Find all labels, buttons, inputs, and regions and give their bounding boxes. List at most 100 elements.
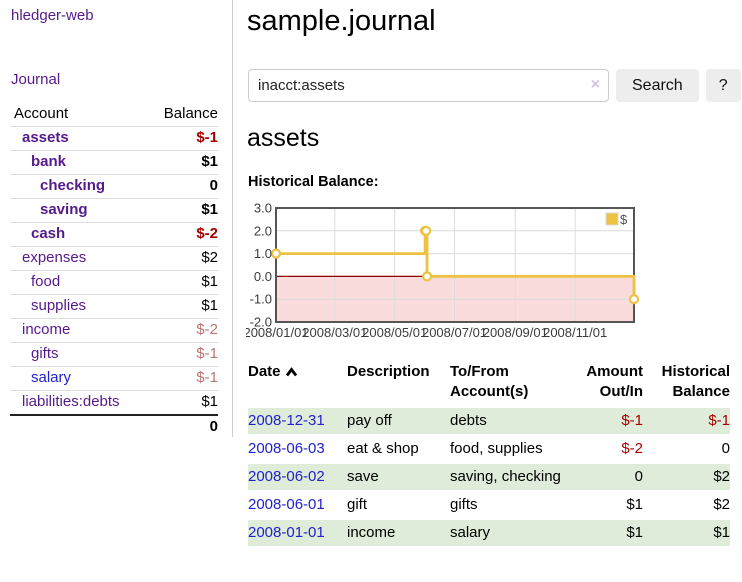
col-historical-line2: Balance <box>672 383 730 400</box>
transaction-balance: $2 <box>643 491 730 520</box>
transaction-date-cell: 2008-01-01 <box>248 519 347 548</box>
col-date-label: Date <box>248 363 281 380</box>
col-historical: Historical Balance <box>643 360 730 408</box>
account-balance: $-1 <box>149 342 218 367</box>
sort-ascending-icon <box>285 363 298 383</box>
col-tofrom-line2: Account(s) <box>450 383 529 400</box>
account-link[interactable]: food <box>31 273 61 290</box>
transaction-date-cell: 2008-06-02 <box>248 463 347 492</box>
col-amount-line1: Amount <box>586 363 643 380</box>
account-link[interactable]: supplies <box>31 297 87 314</box>
transaction-row: 2008-12-31 pay off debts $-1 $-1 <box>248 408 730 436</box>
legend-label: $ <box>620 212 628 227</box>
account-link[interactable]: gifts <box>31 345 59 362</box>
account-row: gifts $-1 <box>10 342 218 367</box>
account-link[interactable]: bank <box>31 153 67 170</box>
account-row: salary $-1 <box>10 366 218 391</box>
account-balance: 0 <box>149 174 218 199</box>
account-name-cell: food <box>10 270 150 295</box>
accounts-total-value: 0 <box>149 414 218 439</box>
account-balance: $-1 <box>149 366 218 391</box>
account-balance: $2 <box>149 246 218 271</box>
transaction-description: income <box>347 519 450 548</box>
transaction-balance: $1 <box>643 519 730 548</box>
account-name-cell: income <box>10 318 150 343</box>
x-axis-tick-label: 2008/07/01 <box>422 325 487 340</box>
account-balance: $1 <box>149 270 218 295</box>
y-axis-tick-label: -1.0 <box>250 292 272 307</box>
account-link[interactable]: income <box>22 321 71 338</box>
register-header-row: Date Description To/From Account(s) Amoun… <box>248 360 730 408</box>
transaction-date-link[interactable]: 2008-01-01 <box>248 524 325 541</box>
transaction-description: save <box>347 463 450 492</box>
account-link[interactable]: expenses <box>22 249 87 266</box>
transaction-description: eat & shop <box>347 435 450 464</box>
sidebar-item-journal[interactable]: Journal <box>11 71 61 88</box>
historical-balance-chart: 3.0 2.0 1.0 0.0 -1.0 -2.02008/01/012008/03/01… <box>246 201 640 340</box>
col-amount: Amount Out/In <box>562 360 643 408</box>
search-button[interactable]: Search <box>616 69 699 102</box>
x-axis-tick-label: 2008/01/01 <box>246 325 309 340</box>
account-row: supplies $1 <box>10 294 218 319</box>
accounts-header-account: Account <box>10 103 150 127</box>
sidebar: hledger-web Journal Account Balance asse… <box>0 0 233 439</box>
transaction-date-link[interactable]: 2008-06-03 <box>248 440 325 457</box>
transaction-date-link[interactable]: 2008-06-01 <box>248 496 325 513</box>
col-amount-line2: Out/In <box>599 383 643 400</box>
account-name-cell: cash <box>10 222 150 247</box>
search-bar: × Search ? <box>248 69 741 102</box>
account-name-cell: liabilities:debts <box>10 390 150 416</box>
page-title: sample.journal <box>247 5 436 37</box>
x-axis-tick-label: 2008/11/01 <box>543 325 607 340</box>
account-balance: $-2 <box>149 222 218 247</box>
transaction-accounts: gifts <box>450 491 562 520</box>
transaction-amount: $1 <box>562 491 643 520</box>
account-balance: $1 <box>149 390 218 416</box>
transaction-date-cell: 2008-06-03 <box>248 435 347 464</box>
account-link[interactable]: salary <box>31 369 72 386</box>
account-row: assets $-1 <box>10 126 218 151</box>
account-row: liabilities:debts $1 <box>10 390 218 416</box>
transaction-balance: 0 <box>643 435 730 464</box>
account-link[interactable]: liabilities:debts <box>22 393 120 410</box>
transaction-accounts: salary <box>450 519 562 548</box>
account-name-cell: bank <box>10 150 150 175</box>
brand-link[interactable]: hledger-web <box>11 7 94 24</box>
transaction-row: 2008-01-01 income salary $1 $1 <box>248 519 730 548</box>
account-link[interactable]: checking <box>40 177 106 194</box>
transaction-date-link[interactable]: 2008-12-31 <box>248 412 325 429</box>
transaction-description: pay off <box>347 408 450 436</box>
transaction-amount: 0 <box>562 463 643 492</box>
col-historical-line1: Historical <box>661 363 730 380</box>
y-axis-tick-label: 3.0 <box>254 201 272 216</box>
account-balance: $1 <box>149 150 218 175</box>
y-axis-tick-label: 1.0 <box>254 246 272 261</box>
account-row: food $1 <box>10 270 218 295</box>
transaction-date-link[interactable]: 2008-06-02 <box>248 468 325 485</box>
transaction-balance: $-1 <box>643 408 730 436</box>
x-axis-tick-label: 2008/05/01 <box>362 325 427 340</box>
transaction-amount: $-1 <box>562 408 643 436</box>
transaction-accounts: saving, checking <box>450 463 562 492</box>
transaction-date-cell: 2008-12-31 <box>248 408 347 436</box>
account-link[interactable]: cash <box>31 225 66 242</box>
col-date-sort[interactable]: Date <box>248 360 347 408</box>
help-button[interactable]: ? <box>705 69 741 102</box>
account-link[interactable]: saving <box>40 201 88 218</box>
accounts-table: Account Balance assets $-1 bank $1 checking 0… <box>10 103 218 439</box>
transaction-amount: $-2 <box>562 435 643 464</box>
account-name-cell: saving <box>10 198 150 223</box>
account-balance: $-2 <box>149 318 218 343</box>
account-name-cell: expenses <box>10 246 150 271</box>
search-input[interactable] <box>248 69 609 102</box>
transaction-row: 2008-06-01 gift gifts $1 $2 <box>248 491 730 520</box>
account-row: bank $1 <box>10 150 218 175</box>
account-name-cell: gifts <box>10 342 150 367</box>
account-balance: $-1 <box>149 126 218 151</box>
clear-search-icon[interactable]: × <box>590 76 600 93</box>
transaction-description: gift <box>347 491 450 520</box>
chart-data-point <box>628 294 640 305</box>
chart-data-point <box>270 248 282 259</box>
transaction-row: 2008-06-02 save saving, checking 0 $2 <box>248 463 730 492</box>
account-link[interactable]: assets <box>22 129 69 146</box>
